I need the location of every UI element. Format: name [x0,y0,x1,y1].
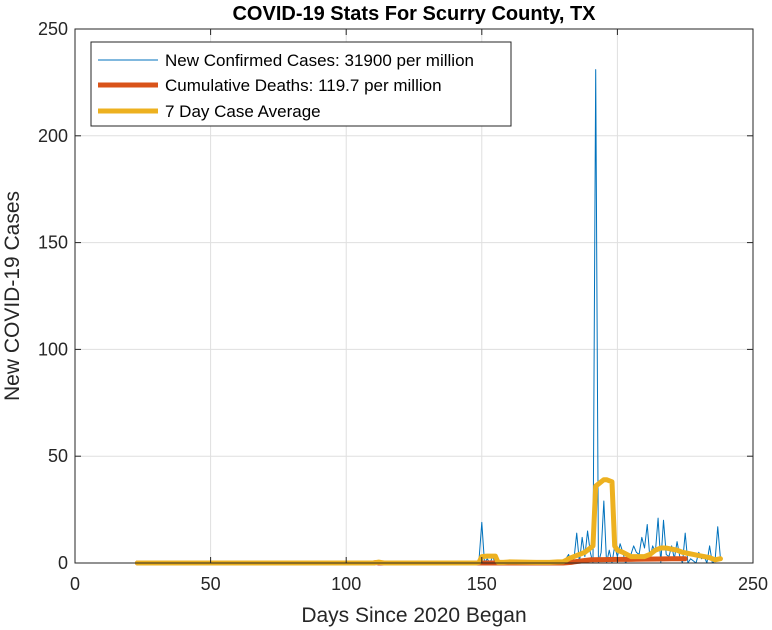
legend-entry-new-cases: New Confirmed Cases: 31900 per million [98,51,474,70]
y-tick-label: 200 [38,126,68,146]
chart-title: COVID-19 Stats For Scurry County, TX [232,3,596,25]
series-new-cases-line [136,69,721,564]
y-tick-label: 100 [38,339,68,359]
y-tick-label: 50 [48,446,68,466]
legend: New Confirmed Cases: 31900 per million C… [90,41,512,127]
x-axis-label: Days Since 2020 Began [301,604,526,627]
y-tick-label: 0 [58,553,68,573]
plot-frame [74,28,754,564]
x-tick-label: 200 [602,574,632,594]
legend-label-deaths: Cumulative Deaths: 119.7 per million [165,76,442,95]
y-tick-label: 250 [38,19,68,39]
axis-ticks: 0 50 100 150 200 250 0 50 100 150 200 250 [38,19,768,594]
y-tick-label: 150 [38,233,68,253]
legend-entry-deaths: Cumulative Deaths: 119.7 per million [98,76,442,95]
x-tick-label: 250 [738,574,768,594]
x-tick-label: 100 [331,574,361,594]
x-tick-label: 50 [201,574,221,594]
legend-entry-7day-average: 7 Day Case Average [98,102,321,121]
y-axis-label: New COVID-19 Cases [1,191,24,401]
legend-label-7day-average: 7 Day Case Average [165,102,321,121]
series-7day-average-line [134,477,723,566]
x-tick-label: 0 [70,574,80,594]
x-tick-label: 150 [467,574,497,594]
legend-label-new-cases: New Confirmed Cases: 31900 per million [165,51,474,70]
legend-box [90,41,512,127]
series-lines [134,69,723,566]
